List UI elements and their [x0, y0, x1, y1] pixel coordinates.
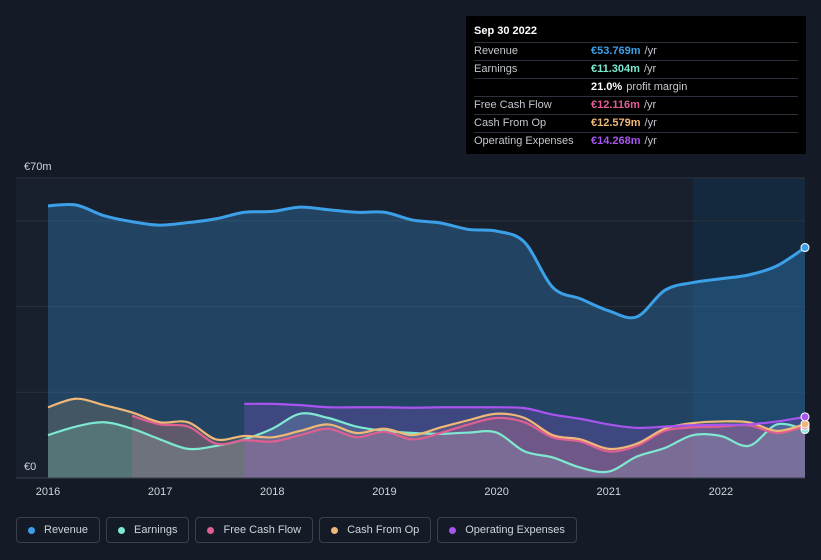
tooltip-date: Sep 30 2022 [474, 25, 537, 37]
tooltip-unit: /yr [644, 135, 657, 147]
tooltip-row-revenue: Revenue €53.769m/yr [474, 42, 798, 60]
line-operating-expenses [244, 402, 806, 430]
tooltip-row-cash-from-op: Cash From Op €12.579m/yr [474, 114, 798, 132]
series-endpoints [800, 243, 810, 435]
legend-item-operating-expenses[interactable]: Operating Expenses [437, 517, 577, 543]
tooltip-label [474, 79, 591, 96]
legend-item-earnings[interactable]: Earnings [106, 517, 190, 543]
tooltip-row-free-cash-flow: Free Cash Flow €12.116m/yr [474, 96, 798, 114]
tooltip-label: Revenue [474, 45, 519, 57]
series-areas [48, 204, 806, 478]
tooltip-value: €12.116m [591, 99, 640, 111]
legend-item-cash-from-op[interactable]: Cash From Op [319, 517, 432, 543]
tooltip-unit: /yr [644, 117, 657, 129]
x-tick-label: 2021 [596, 486, 620, 498]
tooltip-value: €12.579m [591, 117, 641, 129]
area-free-cash-flow [132, 415, 806, 478]
x-tick-label: 2019 [372, 486, 396, 498]
legend-dot-icon [207, 526, 215, 534]
endpoint-revenue [800, 243, 810, 253]
legend-item-free-cash-flow[interactable]: Free Cash Flow [195, 517, 314, 543]
area-revenue [48, 204, 805, 478]
tooltip-unit: /yr [643, 63, 657, 75]
line-earnings [47, 412, 806, 474]
tooltip-unit: /yr [644, 45, 657, 57]
tooltip-value: €53.769m [591, 45, 641, 57]
endpoint-operating-expenses [800, 412, 810, 422]
y-tick-label-top: €70m [24, 161, 52, 173]
tooltip-row-profit-margin: 21.0% profit margin [474, 78, 798, 96]
tooltip-unit: /yr [643, 99, 657, 111]
tooltip-label: Earnings [474, 63, 518, 75]
tooltip-value: 21.0% [591, 81, 623, 93]
legend-label: Earnings [134, 524, 178, 536]
highlight-region [692, 178, 805, 478]
legend-item-revenue[interactable]: Revenue [16, 517, 101, 543]
tooltip-label: Free Cash Flow [474, 99, 552, 111]
legend-label: Cash From Op [347, 524, 420, 536]
tooltip-row-operating-expenses: Operating Expenses €14.268m/yr [474, 132, 798, 150]
tooltip-rows: Revenue €53.769m/yr Earnings €11.304m/yr 21.… [474, 42, 798, 150]
x-tick-labels: 2016 2017 2018 2019 2020 2021 2022 [36, 486, 733, 498]
tooltip-label: Cash From Op [474, 117, 547, 129]
tooltip-label: Operating Expenses [474, 135, 574, 147]
legend-dot-icon [449, 526, 457, 534]
x-tick-label: 2017 [148, 486, 172, 498]
legend-dot-icon [331, 526, 339, 534]
series-lines [47, 202, 806, 474]
x-tick-label: 2020 [484, 486, 508, 498]
legend: Revenue Earnings Free Cash Flow Cash From O… [16, 517, 583, 545]
area-cash-from-op [48, 398, 805, 478]
area-operating-expenses [244, 403, 805, 478]
legend-label: Revenue [44, 524, 89, 536]
legend-dot-icon [118, 526, 126, 534]
x-tick-label: 2016 [36, 486, 60, 498]
tooltip-unit: profit margin [626, 81, 688, 93]
x-tick-label: 2018 [260, 486, 284, 498]
legend-dot-icon [28, 526, 35, 534]
line-free-cash-flow [131, 414, 806, 453]
legend-label: Free Cash Flow [223, 524, 302, 536]
line-revenue [47, 202, 806, 320]
tooltip: Sep 30 2022 Revenue €53.769m/yr Earnings €1… [466, 16, 806, 154]
area-earnings [48, 413, 805, 478]
y-tick-label-bottom: €0 [24, 461, 36, 473]
tooltip-row-earnings: Earnings €11.304m/yr [474, 60, 798, 78]
tooltip-value: €14.268m [591, 135, 641, 147]
legend-label: Operating Expenses [465, 524, 565, 536]
tooltip-value: €11.304m [591, 63, 640, 75]
x-tick-label: 2022 [709, 486, 733, 498]
